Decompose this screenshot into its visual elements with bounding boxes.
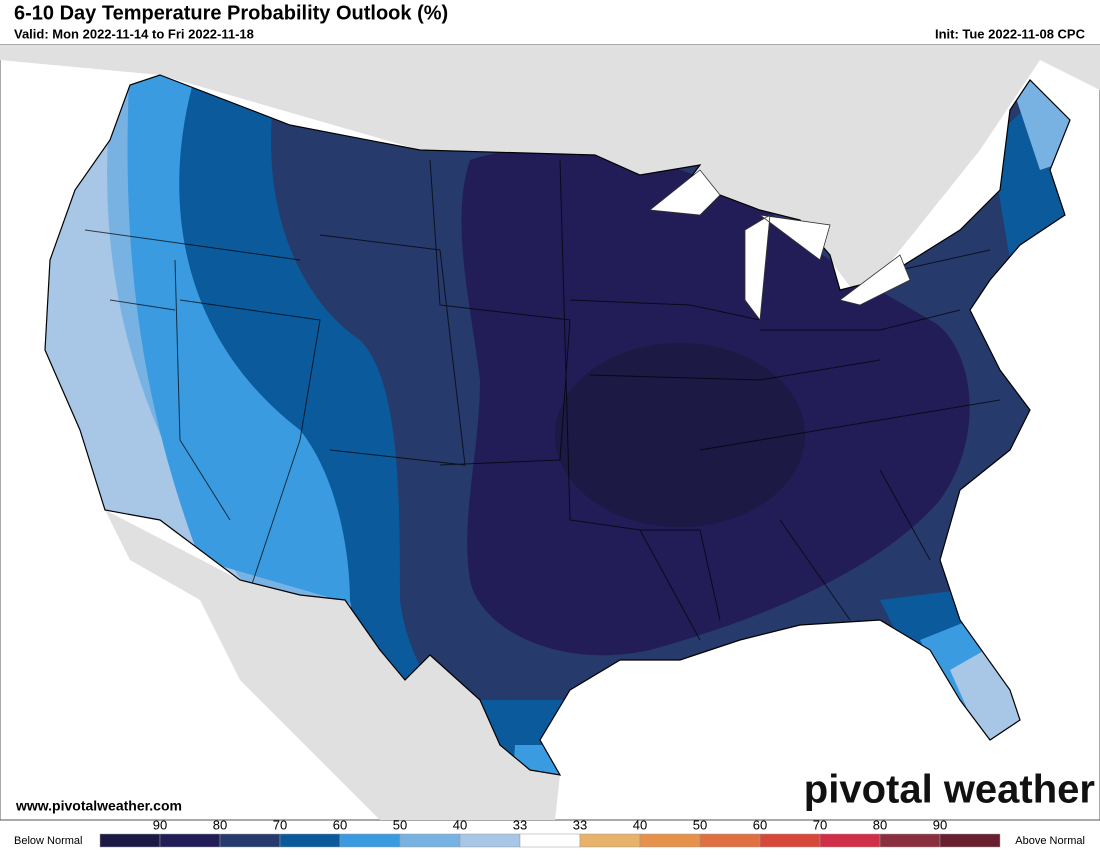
great-lakes [648,169,911,322]
legend-tick-label: 60 [333,817,347,832]
legend-above-label: Above Normal [1015,835,1085,847]
legend-swatch [459,833,521,848]
legend-swatch [879,833,941,848]
us-outline [44,74,1071,776]
legend-tick-label: 80 [213,817,227,832]
legend-tick-label: 50 [393,817,407,832]
mexico [105,510,560,820]
legend-swatch [579,833,641,848]
band-90 [555,343,805,527]
legend-tick-label: 80 [873,817,887,832]
legend-swatch [279,833,341,848]
logo: pivotal weather [804,768,1095,812]
maine-50 [1010,75,1070,170]
legend-swatch [339,833,401,848]
title: 6-10 Day Temperature Probability Outlook… [14,2,448,24]
legend-tick-label: 70 [813,817,827,832]
legend-swatch [699,833,761,848]
legend-tick-label: 70 [273,817,287,832]
valid-time: Valid: Mon 2022-11-14 to Fri 2022-11-18 [14,26,254,41]
legend-tick-label: 40 [453,817,467,832]
legend-below-label: Below Normal [14,835,82,847]
legend-swatch [159,833,221,848]
legend-tick-label: 90 [153,817,167,832]
legend-tick-label: 60 [753,817,767,832]
legend-tick-label: 33 [573,817,587,832]
legend-tick-label: 50 [693,817,707,832]
map [0,44,1100,821]
legend-swatch [399,833,461,848]
legend-tick-label: 40 [633,817,647,832]
legend-swatch [519,833,581,848]
website: www.pivotalweather.com [15,798,182,814]
legend-tick-label: 33 [513,817,527,832]
init-time: Init: Tue 2022-11-08 CPC [935,26,1086,41]
legend-swatch [939,833,1001,848]
legend-tick-label: 90 [933,817,947,832]
legend-swatch [759,833,821,848]
legend: Below Normal Above Normal 90 80 70 60 50 40 33… [14,817,1085,848]
legend-swatch [99,833,161,848]
legend-swatch [819,833,881,848]
legend-swatch [219,833,281,848]
legend-swatch [639,833,701,848]
